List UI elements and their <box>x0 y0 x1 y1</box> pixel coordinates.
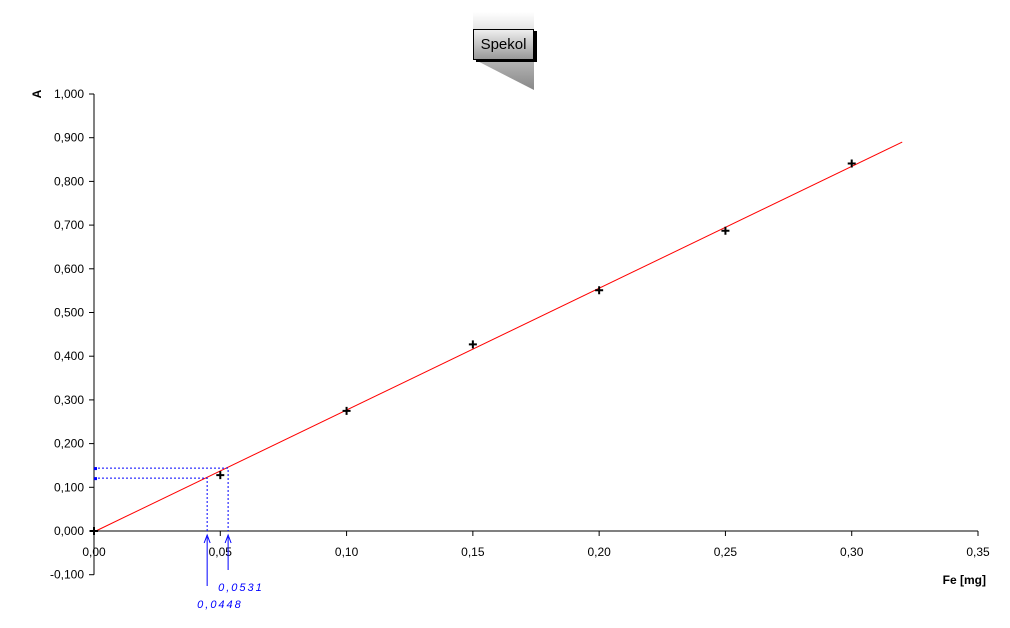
y-tick-label: 0,300 <box>54 393 84 407</box>
data-point <box>90 527 98 535</box>
annotation-label: 0,0531 <box>218 582 264 594</box>
data-point <box>595 286 604 295</box>
y-tick-label: -0,100 <box>50 568 84 582</box>
arrow-head-icon <box>203 533 211 544</box>
arrow-head-icon <box>224 533 232 544</box>
annotation-dashed-line <box>94 477 208 531</box>
x-tick-label: 0,20 <box>587 545 611 559</box>
annotation-marker <box>94 467 97 471</box>
x-tick-label: 0,10 <box>335 545 359 559</box>
annotation-marker <box>94 477 97 481</box>
y-tick-label: 0,600 <box>54 262 84 276</box>
fit-line <box>93 141 903 533</box>
data-point <box>342 406 351 415</box>
y-tick-label: 0,800 <box>54 174 84 188</box>
chart-title: Spekol <box>473 29 534 60</box>
data-point <box>468 340 477 349</box>
x-axis-label: Fe [mg] <box>943 573 986 587</box>
x-tick-label: 0,30 <box>840 545 864 559</box>
y-tick-label: 0,200 <box>54 437 84 451</box>
y-tick-label: 0,500 <box>54 306 84 320</box>
x-tick-label: 0,25 <box>714 545 738 559</box>
y-tick-label: 0,100 <box>54 480 84 494</box>
x-tick-label: 0,00 <box>82 545 106 559</box>
annotation-dashed-line <box>94 467 229 531</box>
x-tick-label: 0,35 <box>966 545 990 559</box>
data-point <box>216 471 225 480</box>
y-tick-label: 0,900 <box>54 131 84 145</box>
x-tick-label: 0,05 <box>209 545 233 559</box>
data-point <box>847 159 856 168</box>
y-tick-label: 1,000 <box>54 87 84 101</box>
x-tick-label: 0,15 <box>461 545 485 559</box>
y-tick-label: 0,000 <box>54 524 84 538</box>
y-axis-label: A <box>30 89 44 98</box>
y-tick-label: 0,700 <box>54 218 84 232</box>
data-point <box>721 226 730 235</box>
annotation-label: 0,0448 <box>197 599 243 611</box>
y-tick-label: 0,400 <box>54 349 84 363</box>
